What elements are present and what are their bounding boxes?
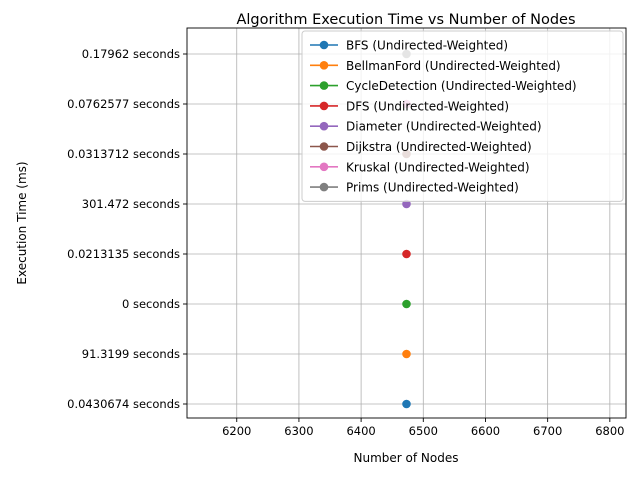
y-tick-label: 301.472 seconds: [82, 197, 180, 211]
y-tick-label: 0.0762577 seconds: [67, 97, 180, 111]
legend-label-diameter: Diameter (Undirected-Weighted): [346, 120, 542, 134]
axis-ticks: 6200 6300 6400 6500 6600 6700 6800 0.0430674 se…: [67, 47, 624, 438]
data-point-cycledetection: [402, 299, 411, 309]
y-tick-label: 91.3199 seconds: [82, 347, 180, 361]
data-point-bellmanford: [402, 349, 411, 359]
x-tick-label: 6600: [471, 424, 500, 438]
chart-title: Algorithm Execution Time vs Number of No…: [236, 12, 575, 28]
plot-frame: [186, 27, 627, 419]
data-point-bfs: [402, 399, 411, 409]
legend-label-kruskal: Kruskal (Undirected-Weighted): [346, 160, 530, 174]
legend-marker-dfs: [319, 101, 329, 111]
data-point-dfs: [402, 249, 411, 259]
y-tick-label: 0 seconds: [122, 297, 180, 311]
x-tick-label: 6800: [595, 424, 624, 438]
legend-label-bfs: BFS (Undirected-Weighted): [346, 39, 508, 53]
legend-label-bellmanford: BellmanFord (Undirected-Weighted): [346, 59, 561, 73]
legend-marker-kruskal: [319, 162, 329, 172]
legend: BFS (Undirected-Weighted) BellmanFord (Un…: [301, 30, 624, 202]
legend-marker-bellmanford: [319, 61, 329, 70]
legend-marker-prims: [319, 182, 329, 192]
legend-label-dijkstra: Dijkstra (Undirected-Weighted): [346, 140, 532, 154]
legend-marker-dijkstra: [319, 142, 329, 151]
legend-label-prims: Prims (Undirected-Weighted): [346, 181, 519, 195]
x-tick-label: 6300: [284, 424, 313, 438]
x-axis-label: Number of Nodes: [354, 451, 459, 465]
y-tick-label: 0.0313712 seconds: [67, 147, 180, 161]
legend-marker-cycledetection: [319, 81, 329, 90]
x-tick-label: 6200: [222, 424, 251, 438]
x-tick-label: 6500: [409, 424, 438, 438]
y-tick-label: 0.0430674 seconds: [67, 397, 180, 411]
y-tick-label: 0.17962 seconds: [82, 47, 180, 61]
y-tick-label: 0.0213135 seconds: [67, 247, 180, 261]
legend-label-dfs: DFS (Undirected-Weighted): [346, 99, 509, 113]
legend-label-cycledetection: CycleDetection (Undirected-Weighted): [346, 79, 577, 93]
legend-marker-bfs: [319, 40, 329, 50]
legend-marker-diameter: [319, 121, 329, 131]
x-tick-label: 6700: [533, 424, 562, 438]
x-tick-label: 6400: [346, 424, 375, 438]
y-axis-label: Execution Time (ms): [15, 161, 29, 284]
legend-box: [301, 30, 624, 202]
